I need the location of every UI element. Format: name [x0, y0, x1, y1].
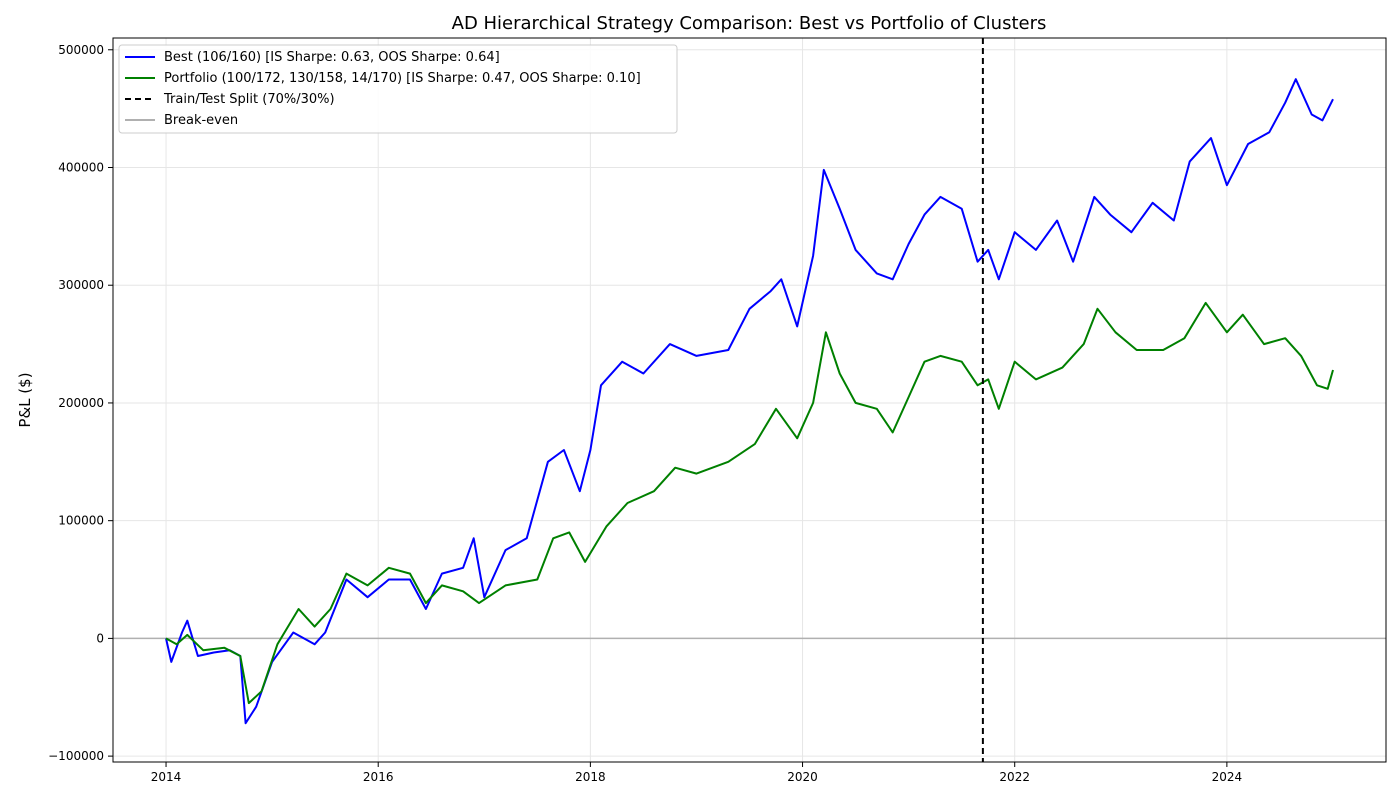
legend: Best (106/160) [IS Sharpe: 0.63, OOS Sha… — [118, 44, 678, 134]
legend-entry-split-label: Train/Test Split (70%/30%) — [163, 92, 335, 107]
plot-frame — [112, 37, 1387, 763]
y-tick-label: 0 — [96, 631, 104, 645]
x-tick-label: 2014 — [151, 770, 182, 784]
x-tick-label: 2018 — [575, 770, 606, 784]
y-tick-label: 200000 — [58, 396, 104, 410]
y-tick-label: 500000 — [58, 43, 104, 57]
grid-lines — [113, 38, 1386, 762]
series-layer — [165, 78, 1334, 725]
x-axis: 2014 2016 2018 2020 2022 2024 — [151, 762, 1242, 784]
legend-entry-break-even-label: Break-even — [164, 113, 238, 128]
legend-entry-portfolio-label: Portfolio (100/172, 130/158, 14/170) [IS… — [164, 71, 641, 86]
x-tick-label: 2024 — [1212, 770, 1243, 784]
series-line-2 — [165, 301, 1334, 705]
y-tick-label: −100000 — [48, 749, 104, 763]
x-tick-label: 2022 — [999, 770, 1030, 784]
legend-box — [118, 44, 678, 134]
series-line-1 — [165, 78, 1334, 725]
x-tick-label: 2020 — [787, 770, 818, 784]
x-tick-label: 2016 — [363, 770, 394, 784]
y-axis: −100000 0 100000 200000 300000 400000 500000 — [48, 43, 113, 763]
y-tick-label: 100000 — [58, 514, 104, 528]
y-axis-label: P&L ($) — [16, 372, 34, 427]
y-tick-label: 400000 — [58, 160, 104, 174]
legend-entry-best-label: Best (106/160) [IS Sharpe: 0.63, OOS Sha… — [164, 50, 500, 65]
chart-title: AD Hierarchical Strategy Comparison: Bes… — [452, 13, 1047, 34]
y-tick-label: 300000 — [58, 278, 104, 292]
